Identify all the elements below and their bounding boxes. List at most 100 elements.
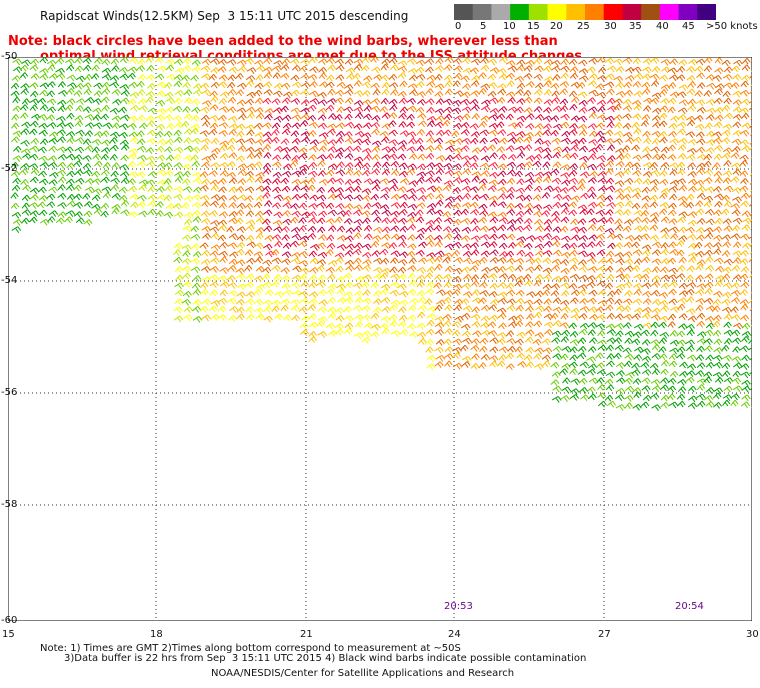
wind-barb <box>667 97 677 105</box>
wind-barb <box>561 137 571 145</box>
wind-barb <box>129 136 139 144</box>
wind-barb <box>211 147 221 155</box>
wind-barb <box>174 171 184 178</box>
wind-barb <box>631 187 642 195</box>
wind-barb <box>66 162 75 170</box>
colorbar-segment <box>491 4 511 20</box>
wind-barb <box>289 145 299 153</box>
wind-barb <box>172 115 183 123</box>
wind-barb <box>318 132 329 139</box>
wind-barb <box>552 186 562 193</box>
wind-barb <box>469 123 479 131</box>
wind-barb <box>174 90 184 97</box>
wind-barb <box>732 90 742 98</box>
wind-barb <box>291 155 300 162</box>
wind-barb <box>73 184 82 192</box>
wind-barb <box>100 130 110 137</box>
wind-barb <box>173 80 183 88</box>
wind-barb <box>154 57 164 64</box>
wind-barb <box>30 168 40 176</box>
wind-barb <box>741 122 752 130</box>
wind-barb <box>640 120 650 127</box>
wind-barb <box>739 129 750 137</box>
wind-barb <box>272 154 282 162</box>
wind-barb <box>208 115 219 122</box>
wind-barb <box>335 169 346 177</box>
wind-barb <box>174 176 184 183</box>
wind-barb <box>281 185 291 193</box>
wind-barb <box>209 122 219 130</box>
wind-barb <box>173 105 183 113</box>
wind-barb <box>687 138 698 146</box>
wind-barb <box>325 169 335 177</box>
wind-barb <box>515 89 524 96</box>
wind-barb <box>588 153 597 161</box>
wind-barb <box>597 57 606 64</box>
wind-barb <box>425 58 435 65</box>
wind-barb <box>226 144 236 152</box>
wind-barb <box>398 162 408 170</box>
wind-barb <box>317 91 327 99</box>
wind-barb <box>272 65 282 73</box>
wind-barb <box>508 122 518 130</box>
wind-barb <box>623 81 632 89</box>
wind-barb <box>686 88 696 96</box>
wind-barb <box>633 104 642 111</box>
wind-barb <box>163 130 173 138</box>
wind-barb <box>173 146 184 154</box>
wind-barb <box>263 72 273 79</box>
wind-barb <box>694 90 703 98</box>
wind-barb <box>182 65 192 72</box>
wind-barb <box>74 57 83 64</box>
wind-barb <box>127 115 138 123</box>
wind-barb <box>136 145 147 153</box>
wind-barb <box>173 162 183 169</box>
wind-barb <box>262 122 272 130</box>
wind-barb <box>622 57 633 65</box>
wind-barb <box>523 90 532 97</box>
colorbar-segment <box>641 4 661 20</box>
wind-barb <box>119 164 129 171</box>
wind-barb <box>658 74 669 82</box>
wind-barb <box>615 82 625 89</box>
wind-barb <box>282 114 292 122</box>
wind-barb <box>750 60 752 63</box>
wind-barb <box>38 122 48 130</box>
wind-barb <box>551 60 561 67</box>
wind-barb <box>201 89 212 97</box>
wind-barb <box>46 59 57 67</box>
wind-barb <box>651 66 661 73</box>
wind-barb <box>541 139 552 147</box>
wind-barb <box>415 106 425 114</box>
wind-barb <box>20 128 30 135</box>
wind-barb <box>588 130 598 138</box>
wind-barb <box>255 112 265 120</box>
wind-barb <box>560 65 570 73</box>
wind-barb <box>453 153 462 161</box>
wind-barb <box>525 123 535 130</box>
wind-barb <box>667 67 678 75</box>
wind-barb <box>307 104 317 112</box>
wind-barb <box>704 122 713 130</box>
wind-barb <box>488 129 499 137</box>
wind-barb <box>694 65 704 73</box>
wind-barb <box>217 66 227 73</box>
wind-barb <box>371 168 381 176</box>
wind-barb <box>705 186 715 194</box>
wind-barb <box>19 72 29 79</box>
wind-barb <box>454 90 464 98</box>
wind-barb <box>669 169 678 176</box>
wind-barb <box>371 154 381 161</box>
colorbar-segment <box>697 4 716 20</box>
wind-barb <box>660 146 670 154</box>
wind-barb <box>181 163 192 171</box>
wind-barb <box>480 155 491 163</box>
wind-barb <box>613 114 623 122</box>
wind-barb <box>586 66 596 74</box>
wind-barb <box>109 107 120 115</box>
wind-barb <box>604 57 614 65</box>
wind-barb <box>209 104 219 112</box>
wind-barb <box>92 153 102 161</box>
wind-barb <box>208 170 218 177</box>
wind-barb <box>271 122 281 130</box>
